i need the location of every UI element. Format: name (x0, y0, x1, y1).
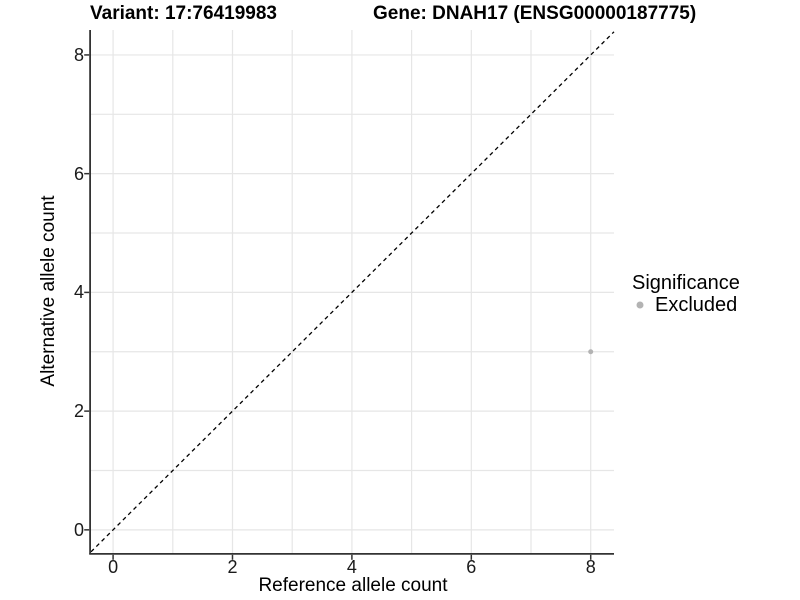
legend-key (632, 294, 648, 316)
gene-title: Gene: DNAH17 (ENSG00000187775) (373, 3, 697, 24)
y-tick-label: 8 (73, 44, 84, 65)
y-axis-title: Alternative allele count (38, 195, 59, 387)
legend: Significance Excluded (632, 272, 740, 316)
x-tick-label: 4 (346, 557, 357, 577)
legend-item-label: Excluded (655, 294, 738, 316)
legend-item-excluded: Excluded (632, 294, 740, 316)
x-tick-label: 6 (466, 557, 477, 577)
excluded-point-icon (636, 301, 644, 309)
x-tick-label: 0 (108, 557, 119, 577)
identity-line (90, 31, 615, 553)
variant-title: Variant: 17:76419983 (90, 3, 277, 24)
data-point (588, 349, 594, 355)
x-tick-label: 8 (585, 557, 596, 577)
x-axis-title: Reference allele count (258, 575, 448, 596)
y-tick-label: 6 (73, 163, 84, 184)
y-tick-label: 4 (73, 282, 84, 303)
y-tick-label: 0 (73, 519, 84, 540)
legend-title: Significance (632, 272, 740, 294)
y-tick-label: 2 (73, 401, 84, 422)
x-tick-label: 2 (227, 557, 238, 577)
